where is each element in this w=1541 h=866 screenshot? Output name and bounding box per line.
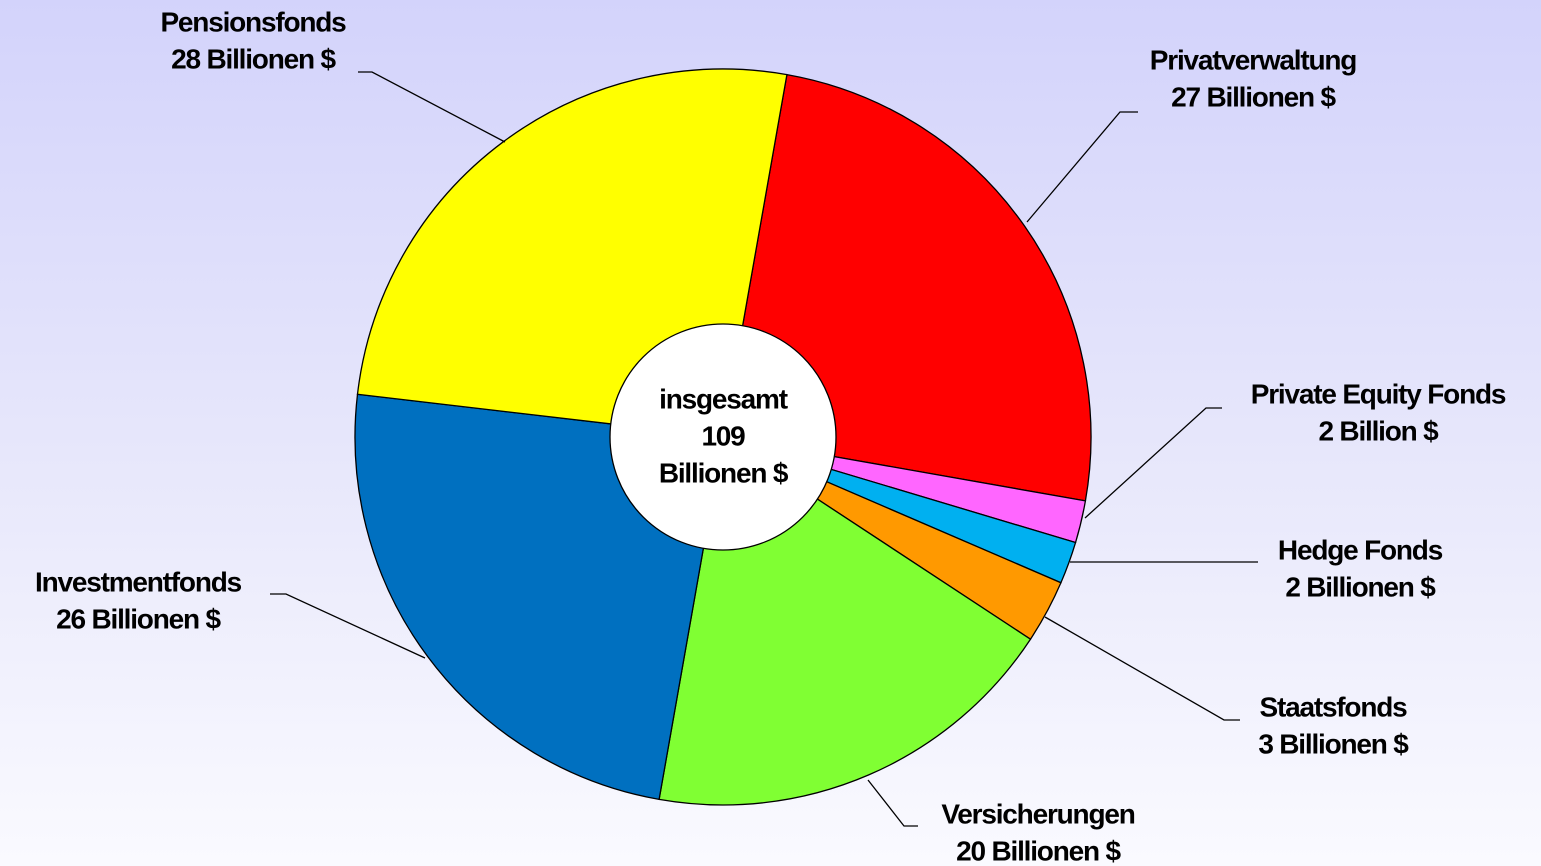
center-label: 109 [701,420,745,451]
slice-label: Hedge Fonds [1278,534,1443,565]
leader-line [1044,616,1240,721]
leader-line [867,779,918,827]
value-label: 2 Billionen $ [1285,571,1436,602]
center-label: insgesamt [659,383,788,414]
value-label: 20 Billionen $ [956,835,1121,866]
leader-line [358,71,506,143]
leader-line [1084,407,1222,519]
value-label: 26 Billionen $ [56,603,221,634]
slice-label: Staatsfonds [1259,691,1407,722]
value-label: 2 Billion $ [1318,415,1439,446]
slice-label: Versicherungen [941,798,1134,829]
slice-label: Investmentfonds [35,566,242,597]
center-label: Billionen $ [659,457,789,488]
slice-label: Pensionsfonds [160,6,346,37]
value-label: 27 Billionen $ [1171,81,1336,112]
slice-label: Private Equity Fonds [1251,378,1506,409]
value-label: 28 Billionen $ [171,43,336,74]
value-label: 3 Billionen $ [1258,728,1409,759]
slice-label: Privatverwaltung [1150,44,1357,75]
center-hole [609,323,837,551]
leader-line [270,593,426,659]
leader-line [1026,111,1138,223]
